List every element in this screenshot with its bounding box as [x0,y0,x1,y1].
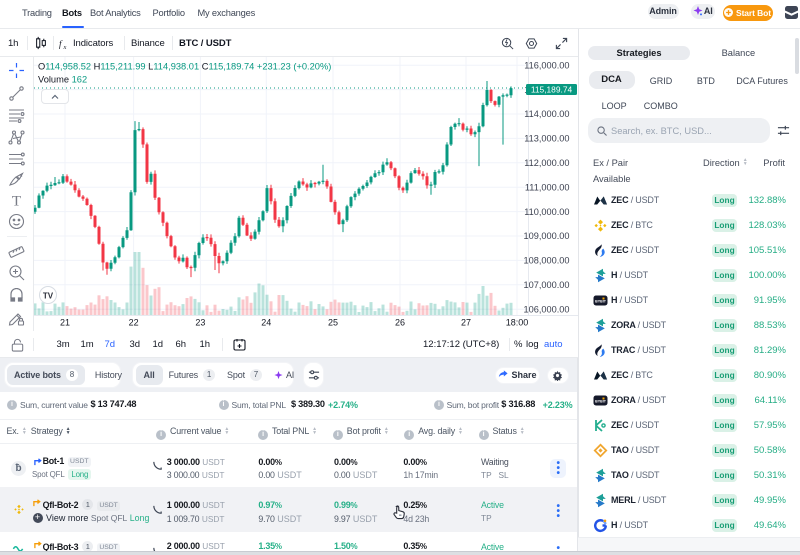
svg-text:114,000.00: 114,000.00 [524,109,569,119]
svg-text:25: 25 [328,318,338,328]
svg-text:T: T [12,194,21,210]
svg-text:Volume 162: Volume 162 [38,75,87,85]
svg-text:107,000.00: 107,000.00 [524,280,570,290]
svg-text:27: 27 [461,318,471,328]
svg-text:f: f [59,39,63,49]
svg-text:113,000.00: 113,000.00 [524,134,569,144]
svg-text:110,000.00: 110,000.00 [524,207,569,217]
svg-text:112,000.00: 112,000.00 [524,158,569,168]
svg-text:x: x [63,44,67,51]
svg-text:18:00: 18:00 [506,318,529,328]
svg-text:24: 24 [261,318,271,328]
svg-text:23: 23 [195,318,205,328]
svg-text:BYBIT: BYBIT [595,399,607,403]
svg-text:106,000.00: 106,000.00 [524,304,570,314]
svg-text:21: 21 [60,318,70,328]
svg-text:111,000.00: 111,000.00 [525,182,570,192]
svg-text:26: 26 [395,318,405,328]
svg-text:108,000.00: 108,000.00 [524,256,570,266]
svg-text:109,000.00: 109,000.00 [524,231,570,241]
svg-text:O114,958.52 H115,211.99 L114,9: O114,958.52 H115,211.99 L114,938.01 C115… [38,62,331,72]
svg-text:116,000.00: 116,000.00 [524,60,569,70]
svg-text:22: 22 [129,318,139,328]
svg-text:115,189.74: 115,189.74 [531,84,573,94]
svg-text:TV: TV [43,292,54,301]
svg-text:BYBIT: BYBIT [595,299,607,303]
